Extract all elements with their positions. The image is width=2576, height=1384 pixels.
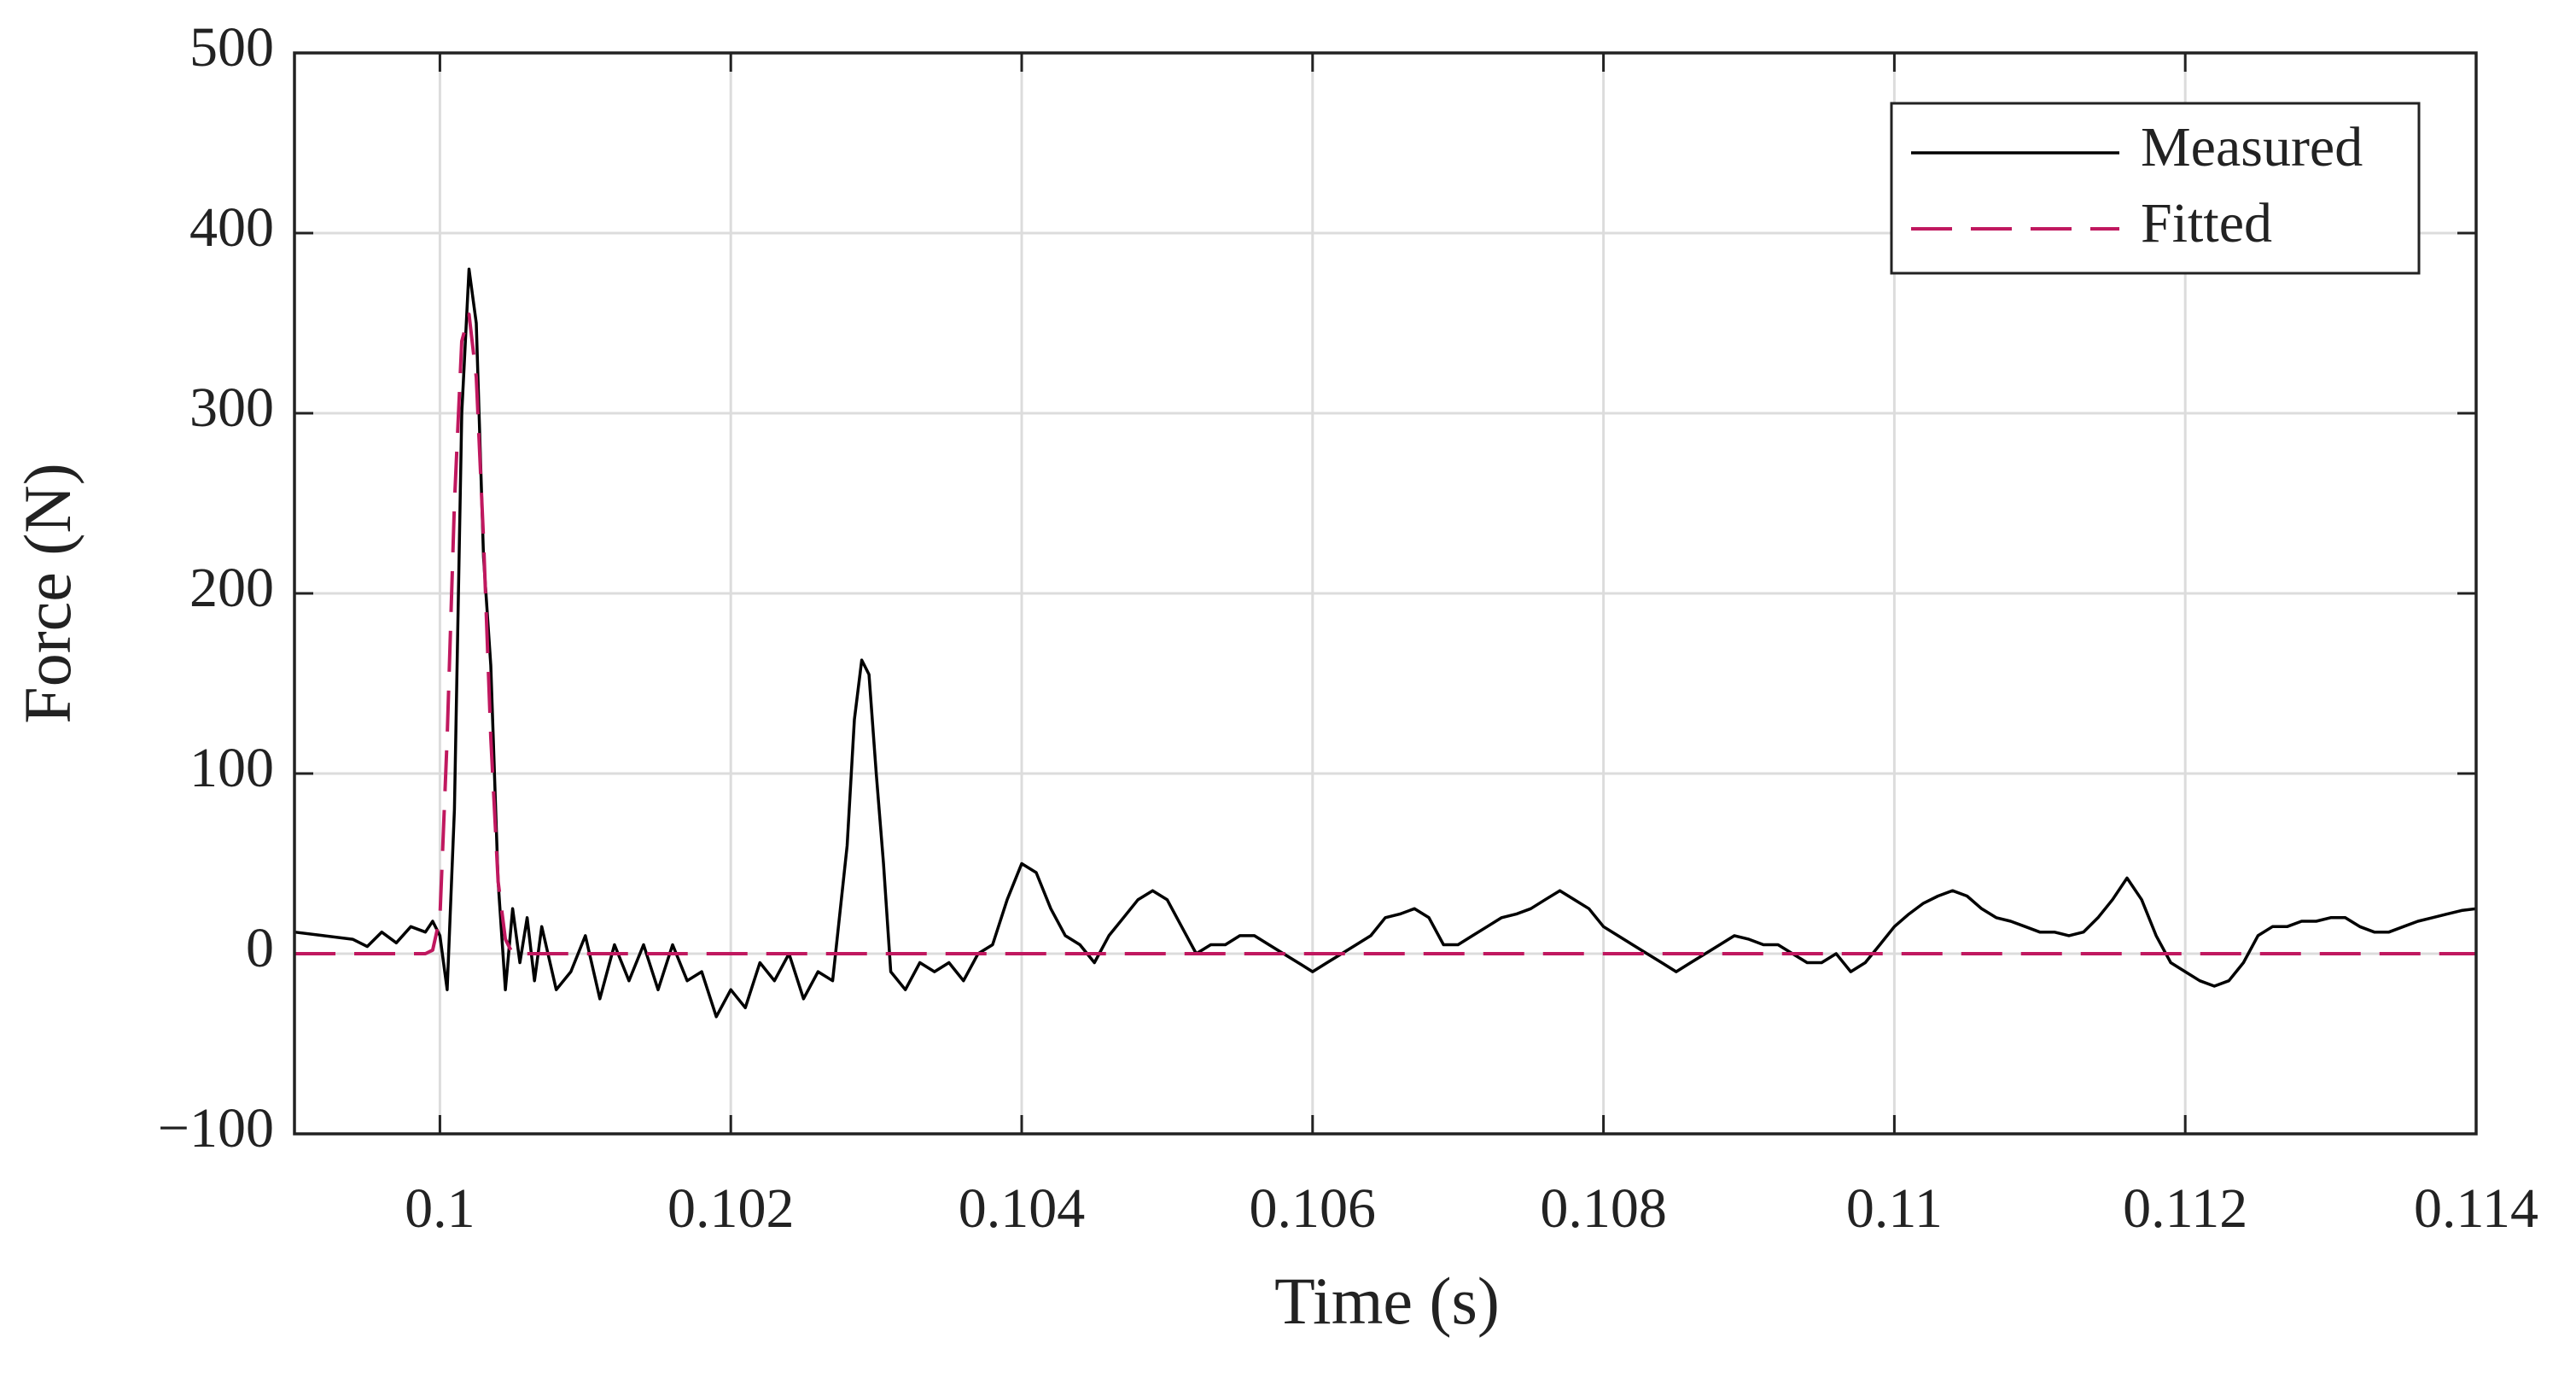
y-tick-label: 300 xyxy=(189,377,274,439)
legend-label: Fitted xyxy=(2141,192,2272,254)
x-tick-label: 0.11 xyxy=(1846,1177,1943,1240)
y-tick-label: 0 xyxy=(246,917,274,979)
x-tick-label: 0.104 xyxy=(959,1177,1086,1240)
x-tick-label: 0.112 xyxy=(2123,1177,2247,1240)
x-tick-label: 0.114 xyxy=(2414,1177,2538,1240)
y-tick-label: 200 xyxy=(189,557,274,619)
plot-frame xyxy=(293,51,2478,1136)
data-line xyxy=(294,312,2476,955)
y-tick-label: 500 xyxy=(189,16,274,79)
legend-box xyxy=(1890,102,2421,275)
x-tick-label: 0.108 xyxy=(1540,1177,1667,1240)
y-tick-label: −100 xyxy=(158,1097,274,1159)
x-tick-label: 0.106 xyxy=(1250,1177,1377,1240)
y-tick-label: 400 xyxy=(189,196,274,259)
legend-label: Measured xyxy=(2141,116,2363,178)
y-tick-label: 100 xyxy=(189,737,274,799)
data-line xyxy=(294,267,2477,1019)
y-axis-label: Force (N) xyxy=(10,463,85,723)
x-tick-label: 0.1 xyxy=(405,1177,475,1240)
x-tick-label: 0.102 xyxy=(667,1177,795,1240)
x-axis-label: Time (s) xyxy=(1274,1264,1500,1338)
